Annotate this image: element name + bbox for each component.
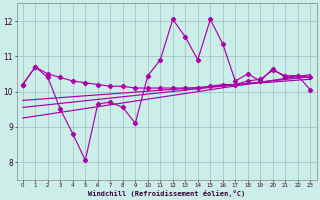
- X-axis label: Windchill (Refroidissement éolien,°C): Windchill (Refroidissement éolien,°C): [88, 190, 245, 197]
